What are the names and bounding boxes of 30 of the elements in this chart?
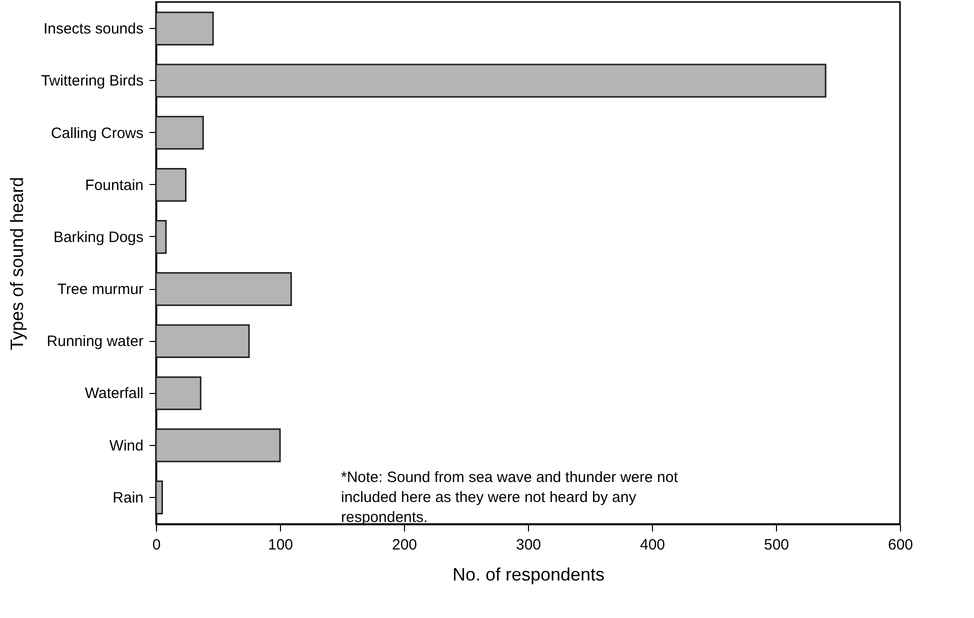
bar xyxy=(155,428,281,462)
y-axis-title: Types of sound heard xyxy=(6,176,27,350)
bar xyxy=(155,480,163,514)
y-tick-label: Wind xyxy=(109,437,144,454)
y-tick-label: Tree murmur xyxy=(57,281,144,298)
bar xyxy=(155,64,826,98)
x-tick-label: 0 xyxy=(152,536,161,554)
bar xyxy=(155,12,214,46)
x-tick-label: 600 xyxy=(888,536,914,554)
x-tick-label: 100 xyxy=(268,536,294,554)
x-tick-label: 500 xyxy=(764,536,790,554)
y-tick-label: Insects sounds xyxy=(43,20,144,38)
bar xyxy=(155,272,292,306)
bar xyxy=(155,168,187,202)
y-tick-label: Fountain xyxy=(85,176,144,194)
bar xyxy=(155,324,250,358)
y-tick-label: Running water xyxy=(46,333,144,350)
x-axis-title: No. of respondents xyxy=(452,564,605,584)
x-tick-label: 200 xyxy=(392,536,418,554)
y-tick-label: Barking Dogs xyxy=(53,228,144,246)
x-tick-label: 400 xyxy=(640,536,666,554)
y-tick-label: Waterfall xyxy=(84,385,144,402)
y-tick-label: Rain xyxy=(112,489,144,506)
bar xyxy=(155,376,202,410)
bar xyxy=(155,220,167,254)
bar xyxy=(155,116,204,150)
y-tick-label: Twittering Birds xyxy=(40,72,144,90)
y-tick-label: Calling Crows xyxy=(50,124,144,142)
annotation: *Note: Sound from sea wave and thunder were not included here as they were not heard by any respondents. xyxy=(341,469,679,526)
x-tick-label: 300 xyxy=(516,536,542,554)
